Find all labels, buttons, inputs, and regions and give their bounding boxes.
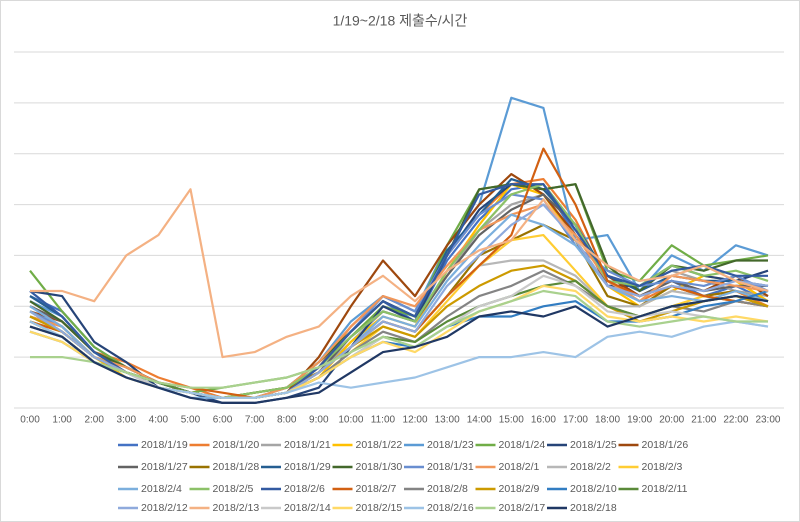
legend-label: 2018/1/30 (356, 461, 403, 473)
legend-label: 2018/2/4 (141, 483, 182, 495)
x-tick-label: 2:00 (84, 415, 104, 426)
x-tick-label: 0:00 (20, 415, 40, 426)
x-tick-label: 22:00 (723, 415, 748, 426)
x-tick-label: 21:00 (691, 415, 716, 426)
legend-label: 2018/2/10 (570, 483, 617, 495)
x-tick-label: 18:00 (595, 415, 620, 426)
legend-label: 2018/2/9 (499, 483, 540, 495)
legend-label: 2018/2/7 (356, 483, 397, 495)
x-tick-label: 4:00 (149, 415, 169, 426)
x-tick-label: 14:00 (467, 415, 492, 426)
legend-label: 2018/1/22 (356, 439, 403, 451)
x-tick-label: 8:00 (277, 415, 297, 426)
legend-label: 2018/1/27 (141, 461, 188, 473)
x-tick-label: 23:00 (755, 415, 780, 426)
series-line (29, 295, 769, 404)
x-tick-label: 5:00 (181, 415, 201, 426)
legend-label: 2018/2/17 (499, 502, 546, 514)
legend-label: 2018/2/14 (284, 502, 331, 514)
legend-label: 2018/2/8 (427, 483, 468, 495)
x-tick-label: 16:00 (531, 415, 556, 426)
x-tick-label: 15:00 (499, 415, 524, 426)
legend-label: 2018/1/28 (213, 461, 260, 473)
x-tick-label: 9:00 (309, 415, 329, 426)
x-tick-label: 12:00 (403, 415, 428, 426)
x-tick-label: 7:00 (245, 415, 265, 426)
x-tick-label: 11:00 (371, 415, 396, 426)
x-tick-label: 10:00 (338, 415, 363, 426)
legend-label: 2018/2/2 (570, 461, 611, 473)
series-line (30, 289, 768, 389)
legend-label: 2018/2/18 (570, 502, 617, 514)
x-tick-label: 17:00 (563, 415, 588, 426)
x-tick-label: 20:00 (659, 415, 684, 426)
legend-label: 2018/1/21 (284, 439, 331, 451)
chart-title: 1/19~2/18 제출수/시간 (333, 13, 468, 29)
x-tick-label: 1:00 (52, 415, 72, 426)
legend-label: 2018/2/13 (213, 502, 260, 514)
legend-label: 2018/1/29 (284, 461, 331, 473)
legend-label: 2018/2/12 (141, 502, 188, 514)
legend-label: 2018/1/19 (141, 439, 188, 451)
legend-label: 2018/2/6 (284, 483, 325, 495)
legend-label: 2018/2/3 (642, 461, 683, 473)
legend-label: 2018/1/25 (570, 439, 617, 451)
x-tick-label: 13:00 (435, 415, 460, 426)
legend-label: 2018/2/11 (642, 483, 688, 495)
legend-label: 2018/1/23 (427, 439, 474, 451)
legend-label: 2018/2/16 (427, 502, 474, 514)
x-tick-label: 19:00 (627, 415, 652, 426)
legend-label: 2018/1/31 (427, 461, 474, 473)
x-tick-label: 3:00 (117, 415, 137, 426)
legend-label: 2018/1/20 (213, 439, 260, 451)
legend-label: 2018/2/15 (356, 502, 403, 514)
legend-label: 2018/1/26 (642, 439, 689, 451)
legend-label: 2018/2/5 (213, 483, 254, 495)
legend-label: 2018/2/1 (499, 461, 540, 473)
series-line (30, 188, 769, 359)
x-tick-label: 6:00 (213, 415, 233, 426)
legend-label: 2018/1/24 (499, 439, 546, 451)
